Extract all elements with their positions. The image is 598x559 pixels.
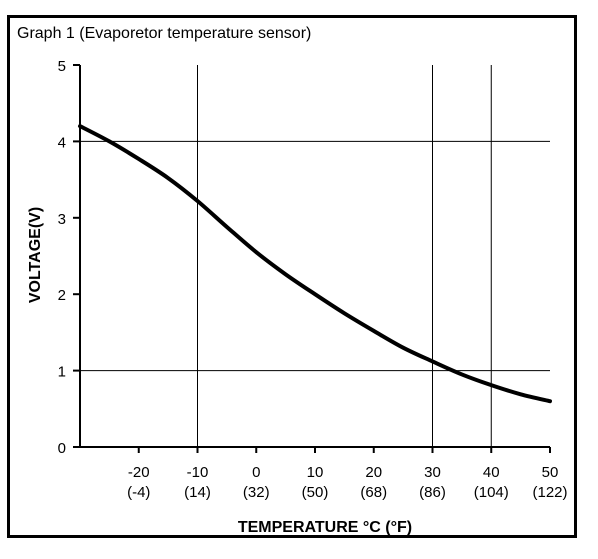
x-tick-sublabel: (50) [302, 484, 329, 501]
x-tick-sublabel: (122) [532, 484, 567, 501]
grid-layer [80, 65, 550, 447]
x-tick-label: 10 [307, 464, 324, 481]
x-tick-label: -20 [128, 464, 150, 481]
ticks-layer: 0 1 2 3 4 5 -20 (-4) -10 (14) 0 (32) 10 (50) 20 (68) 30 (… [58, 58, 568, 501]
y-tick-label: 3 [58, 211, 66, 228]
y-tick-label: 0 [58, 440, 66, 457]
x-tick-label: 0 [252, 464, 260, 481]
y-tick-label: 4 [58, 134, 66, 151]
axis-layer [79, 65, 550, 448]
y-tick-label: 2 [58, 287, 66, 304]
x-tick-sublabel: (32) [243, 484, 270, 501]
x-tick-label: 20 [365, 464, 382, 481]
y-tick-label: 1 [58, 364, 66, 381]
x-tick-label: 40 [483, 464, 500, 481]
y-axis-title: VOLTAGE(V) [27, 207, 44, 303]
x-tick-sublabel: (-4) [127, 484, 150, 501]
x-tick-sublabel: (86) [419, 484, 446, 501]
x-tick-sublabel: (104) [474, 484, 509, 501]
x-tick-sublabel: (68) [360, 484, 387, 501]
x-axis-title: TEMPERATURE °C (°F) [238, 519, 412, 536]
series-line-0 [78, 124, 552, 404]
chart-title: Graph 1 (Evaporetor temperature sensor) [17, 25, 312, 42]
x-tick-label: 50 [542, 464, 559, 481]
x-tick-sublabel: (14) [184, 484, 211, 501]
x-tick-label: 30 [424, 464, 441, 481]
x-tick-label: -10 [187, 464, 209, 481]
y-tick-label: 5 [58, 58, 66, 75]
series-layer [78, 124, 552, 404]
